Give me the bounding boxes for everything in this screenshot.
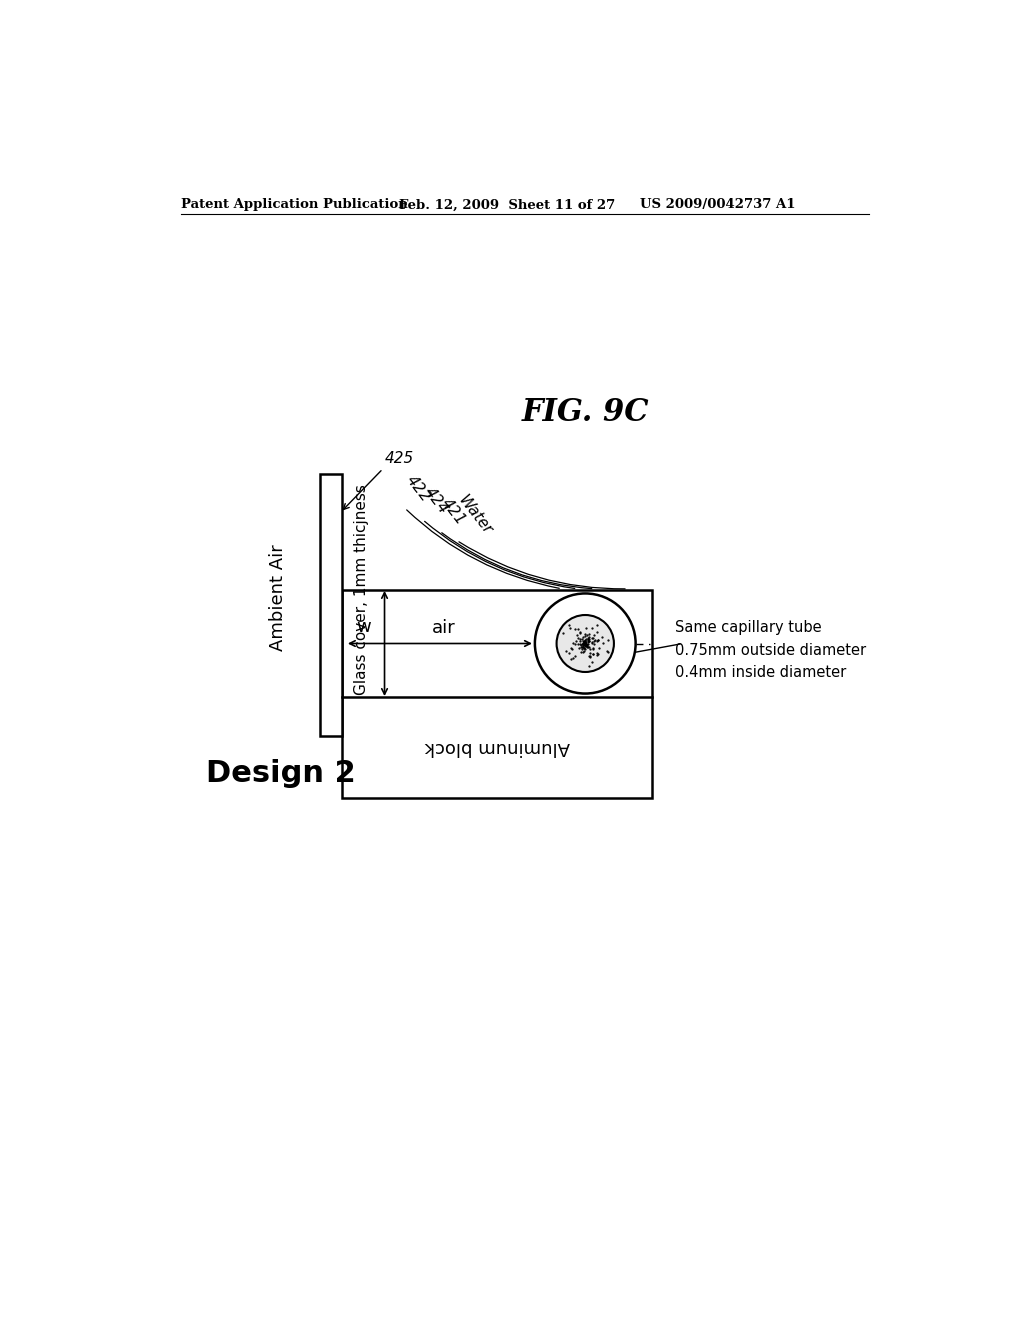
Text: Design 2: Design 2 <box>206 759 355 788</box>
Text: 422: 422 <box>403 473 433 506</box>
Text: Water: Water <box>455 492 495 537</box>
Text: 425: 425 <box>385 451 414 466</box>
Text: Patent Application Publication: Patent Application Publication <box>180 198 408 211</box>
Text: US 2009/0042737 A1: US 2009/0042737 A1 <box>640 198 795 211</box>
Text: FIG. 9C: FIG. 9C <box>521 397 649 428</box>
Text: air: air <box>432 619 456 638</box>
Circle shape <box>535 594 636 693</box>
Text: Feb. 12, 2009  Sheet 11 of 27: Feb. 12, 2009 Sheet 11 of 27 <box>399 198 615 211</box>
Circle shape <box>557 615 614 672</box>
Text: w: w <box>356 618 371 636</box>
Text: 421: 421 <box>438 496 468 528</box>
Bar <box>321 474 342 737</box>
Text: 424: 424 <box>421 484 451 516</box>
Text: Same capillary tube
0.75mm outside diameter
0.4mm inside diameter: Same capillary tube 0.75mm outside diame… <box>675 620 866 680</box>
Text: Aluminum block: Aluminum block <box>424 738 569 756</box>
Bar <box>342 590 652 797</box>
Text: Glass cover, 1mm thicjness: Glass cover, 1mm thicjness <box>353 484 369 696</box>
Text: Ambient Air: Ambient Air <box>268 544 287 651</box>
